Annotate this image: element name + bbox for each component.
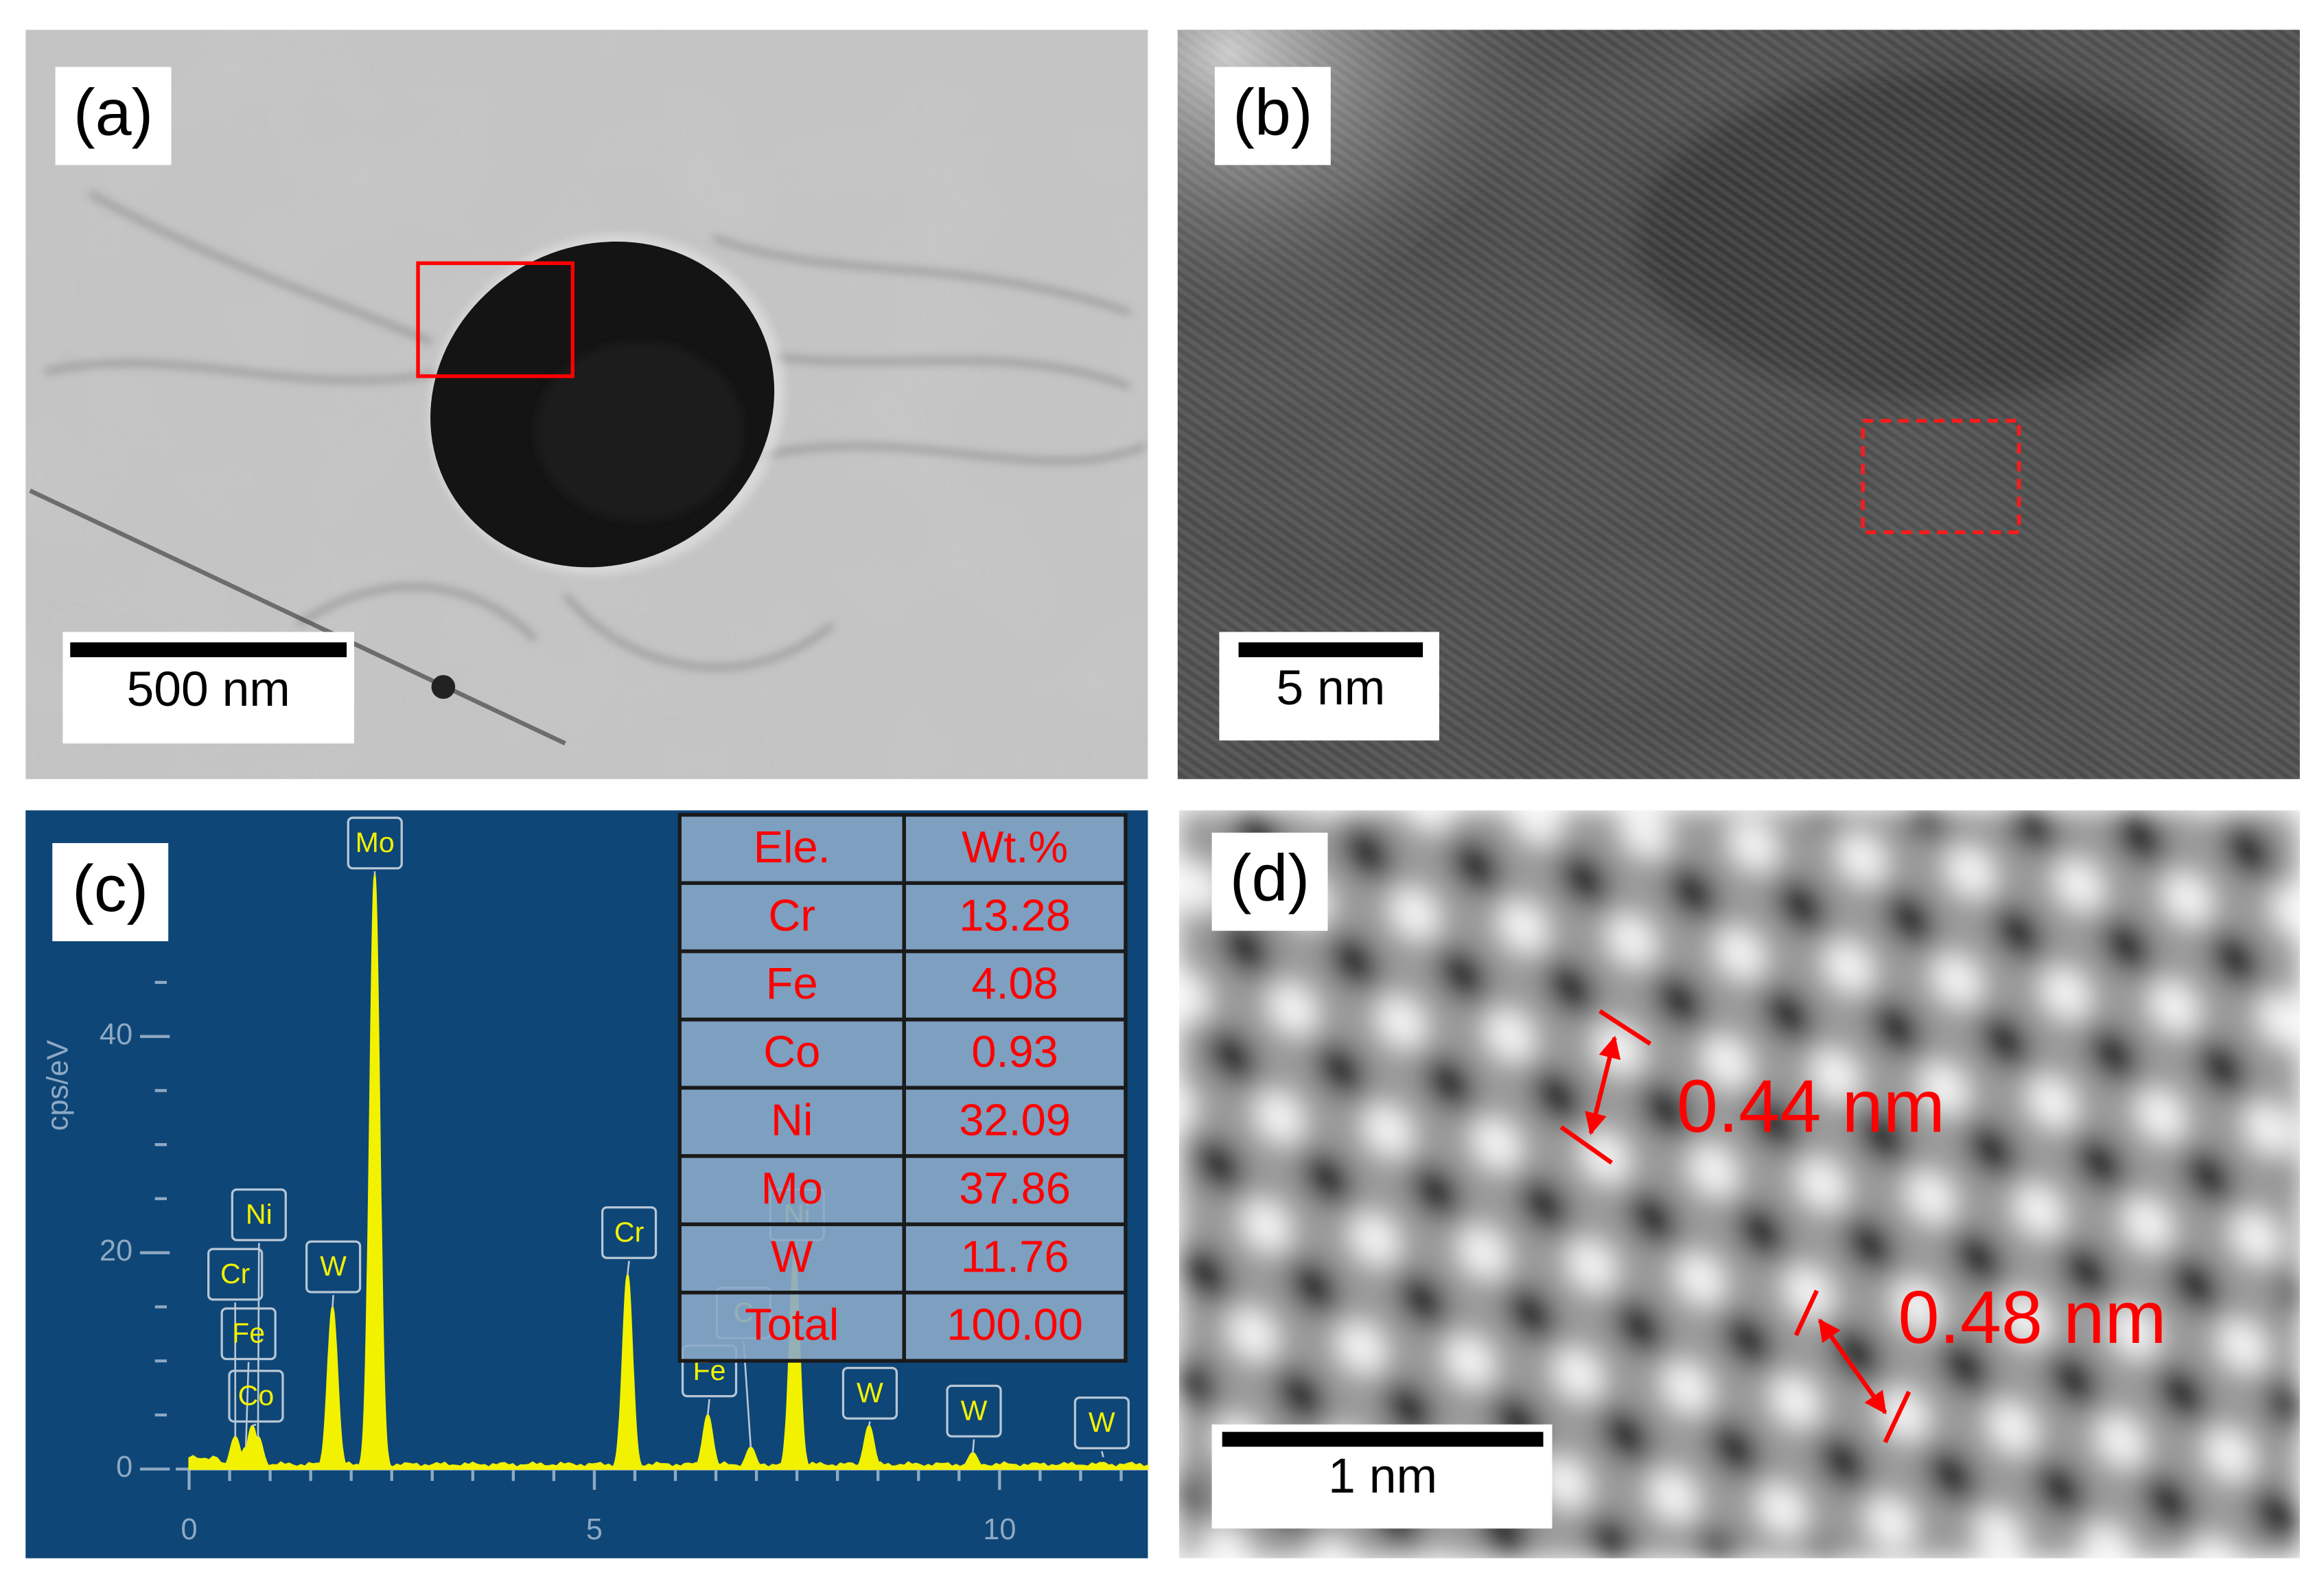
scale-bar-label: 1 nm: [1328, 1449, 1437, 1504]
panel-label-box: [52, 842, 169, 941]
y-tick-label: 20: [100, 1234, 132, 1267]
lattice-spacing: 0.44 nm: [1677, 1065, 1945, 1148]
peak-label-box: [1073, 1396, 1130, 1450]
peak-label: Cr: [614, 1216, 644, 1247]
table-cell: [677, 1017, 906, 1090]
table-header: Ele.: [754, 822, 830, 872]
table-value: Ni: [771, 1094, 813, 1144]
panel-label: (c): [72, 853, 148, 925]
table-value: 13.28: [959, 890, 1071, 940]
x-tick-label: 0: [181, 1513, 197, 1546]
peak-label-leader: [252, 1423, 257, 1427]
y-axis-label: cps/eV: [42, 1040, 75, 1131]
panel-label-box: [1211, 832, 1328, 931]
x-tick-label: 10: [983, 1513, 1016, 1546]
scale-bar: [1222, 1431, 1544, 1447]
peak-label-leader: [1101, 1451, 1104, 1458]
table-cell: [677, 1154, 906, 1226]
peak-label-box: [305, 1240, 362, 1293]
peak-label: Co: [238, 1380, 275, 1412]
peak-label-leader: [868, 1421, 871, 1426]
peak-label-box: [207, 1247, 264, 1301]
scale-bar: [70, 642, 347, 658]
table-value: Mo: [761, 1163, 823, 1213]
peak-label-leader: [972, 1439, 975, 1453]
spectrum-peak: [1084, 1462, 1122, 1470]
spectrum-peak: [689, 1414, 727, 1470]
peak-label: Mo: [356, 827, 395, 858]
table-cell: [902, 1085, 1128, 1158]
table-cell: [902, 949, 1128, 1022]
peak-label: W: [961, 1394, 988, 1426]
peak-label-leader: [627, 1261, 630, 1275]
peak-label-box: [946, 1384, 1002, 1438]
peak-label-box: [220, 1307, 277, 1361]
spectrum-peak: [609, 1272, 647, 1470]
table-value: Cr: [768, 890, 815, 940]
spectrum-peak: [954, 1452, 991, 1470]
spectrum-peak: [732, 1447, 769, 1470]
table-cell: [902, 1154, 1128, 1226]
y-tick-label: 40: [100, 1018, 132, 1051]
table-value: 11.76: [961, 1231, 1069, 1281]
table-cell: [902, 1290, 1128, 1363]
table-value: Co: [763, 1026, 820, 1077]
scale-bar: [1238, 642, 1424, 658]
scale-bar-label: 5 nm: [1276, 660, 1385, 715]
table-value: 4.08: [971, 958, 1058, 1009]
peak-label: Fe: [232, 1317, 265, 1349]
composition-table: Ele. Wt.% Cr 13.28 Fe 4.08 Co 0.93 Ni 32.09 Mo 37.8…: [677, 813, 1128, 1363]
table-value: W: [771, 1231, 813, 1281]
panel-label: (b): [1233, 76, 1312, 149]
peak-label: W: [1089, 1407, 1115, 1438]
table-value: 37.86: [959, 1163, 1071, 1213]
peak-label: Ni: [246, 1198, 272, 1230]
peak-label-box: [841, 1366, 898, 1420]
peak-label-leader: [332, 1295, 334, 1307]
tem-image-a: [25, 30, 1148, 779]
spectrum-peak: [356, 874, 393, 1469]
peak-label-box: [231, 1188, 287, 1241]
y-tick-label: 0: [116, 1451, 132, 1484]
peak-label-leader: [257, 1243, 260, 1437]
peak-label-box: [228, 1370, 284, 1423]
panel-label: (d): [1230, 842, 1310, 915]
table-cell: [902, 1222, 1128, 1295]
spacing-arrows: [1559, 1009, 1912, 1444]
peak-label: W: [320, 1250, 347, 1282]
table-value: 32.09: [959, 1094, 1071, 1144]
table-value: 100.00: [946, 1300, 1083, 1350]
spectrum-peak: [314, 1304, 351, 1470]
panel-label-box: [55, 67, 172, 165]
scale-bar-label: 500 nm: [127, 662, 290, 717]
lattice-spacing: 0.48 nm: [1898, 1276, 2166, 1359]
peak-label: W: [857, 1377, 883, 1408]
spectrum-peak: [850, 1425, 887, 1470]
table-cell: [902, 1017, 1128, 1090]
x-tick-label: 5: [586, 1513, 603, 1546]
panel-label-box: [1214, 67, 1331, 165]
table-header: Wt.%: [962, 822, 1068, 872]
spectrum-continuum: [188, 1455, 1149, 1470]
panel-label: (a): [73, 76, 153, 149]
peak-label-leader: [244, 1361, 250, 1448]
table-value: Fe: [766, 958, 818, 1009]
peak-label: Cr: [220, 1258, 251, 1289]
table-value: Total: [745, 1300, 839, 1350]
peak-label-box: [601, 1206, 658, 1259]
annotations: (a) (b) (c) (d) 500 nm 5 nm 1 nm 0.44 nm 0.48 nm: [52, 67, 2167, 1529]
peak-label-leader: [706, 1399, 710, 1416]
peak-label-box: [347, 816, 403, 870]
table-value: 0.93: [971, 1026, 1058, 1077]
